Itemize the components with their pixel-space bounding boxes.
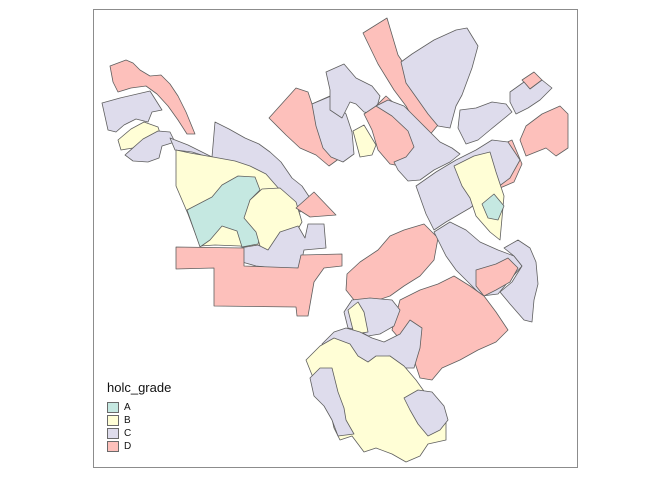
legend-label-d: D (124, 441, 132, 452)
zone-d-west-north[interactable] (109, 59, 196, 135)
legend-swatch-c (107, 428, 119, 439)
zone-c-south-east-small[interactable] (403, 389, 449, 437)
legend-label-c: C (124, 428, 132, 439)
zone-c-north-middle[interactable] (375, 99, 461, 182)
legend-item-b: B (107, 414, 227, 427)
legend-item-d: D (107, 440, 227, 453)
zone-c-west-mid[interactable] (124, 130, 176, 163)
zone-d-west-south[interactable] (175, 246, 343, 317)
legend: holc_grade A B C D (107, 380, 227, 453)
zone-c-north-right[interactable] (457, 101, 513, 145)
legend-item-c: C (107, 427, 227, 440)
zone-c-north-center[interactable] (325, 63, 381, 119)
legend-label-b: B (124, 415, 131, 426)
legend-swatch-d (107, 441, 119, 452)
zone-c-north-far[interactable] (509, 79, 553, 115)
legend-title: holc_grade (107, 380, 172, 395)
zone-d-north-strip[interactable] (362, 17, 439, 138)
zone-c-north-big[interactable] (400, 27, 479, 129)
zone-c-south-east[interactable] (499, 239, 539, 323)
zone-d-west-tip[interactable] (295, 191, 337, 218)
legend-swatch-b (107, 415, 119, 426)
legend-item-a: A (107, 401, 227, 414)
zone-d-north-far[interactable] (519, 105, 569, 157)
zone-c-south-west[interactable] (309, 367, 355, 437)
zone-d-south-strip[interactable] (475, 257, 519, 297)
legend-swatch-a (107, 402, 119, 413)
zone-a-east[interactable] (481, 193, 505, 221)
zone-c-west-north[interactable] (101, 90, 163, 133)
zone-b-north[interactable] (352, 124, 377, 158)
legend-label-a: A (124, 402, 131, 413)
